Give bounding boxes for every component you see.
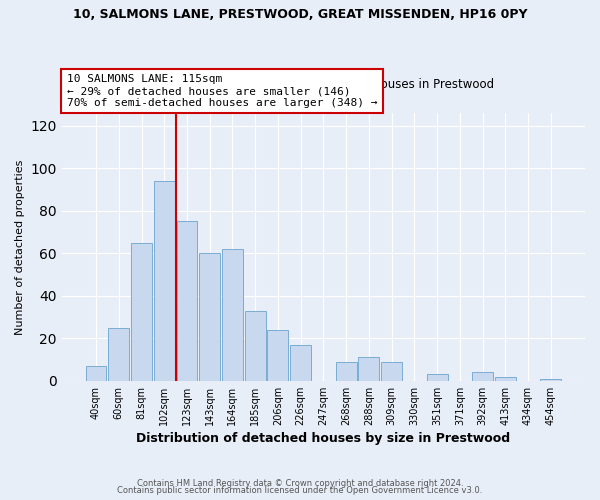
Text: Contains HM Land Registry data © Crown copyright and database right 2024.: Contains HM Land Registry data © Crown c… <box>137 478 463 488</box>
Y-axis label: Number of detached properties: Number of detached properties <box>15 159 25 334</box>
Bar <box>427 374 448 381</box>
Bar <box>86 366 106 381</box>
Bar <box>176 222 197 381</box>
Bar <box>541 378 561 381</box>
Bar <box>222 249 243 381</box>
Title: Size of property relative to detached houses in Prestwood: Size of property relative to detached ho… <box>152 78 494 91</box>
Bar <box>472 372 493 381</box>
Bar <box>358 358 379 381</box>
X-axis label: Distribution of detached houses by size in Prestwood: Distribution of detached houses by size … <box>136 432 511 445</box>
Bar <box>109 328 129 381</box>
Bar <box>290 344 311 381</box>
Bar <box>154 181 175 381</box>
Bar <box>245 310 266 381</box>
Bar <box>199 254 220 381</box>
Bar <box>131 242 152 381</box>
Text: 10, SALMONS LANE, PRESTWOOD, GREAT MISSENDEN, HP16 0PY: 10, SALMONS LANE, PRESTWOOD, GREAT MISSE… <box>73 8 527 20</box>
Bar <box>268 330 289 381</box>
Bar <box>381 362 402 381</box>
Text: Contains public sector information licensed under the Open Government Licence v3: Contains public sector information licen… <box>118 486 482 495</box>
Bar <box>495 376 516 381</box>
Bar <box>335 362 356 381</box>
Text: 10 SALMONS LANE: 115sqm
← 29% of detached houses are smaller (146)
70% of semi-d: 10 SALMONS LANE: 115sqm ← 29% of detache… <box>67 74 377 108</box>
